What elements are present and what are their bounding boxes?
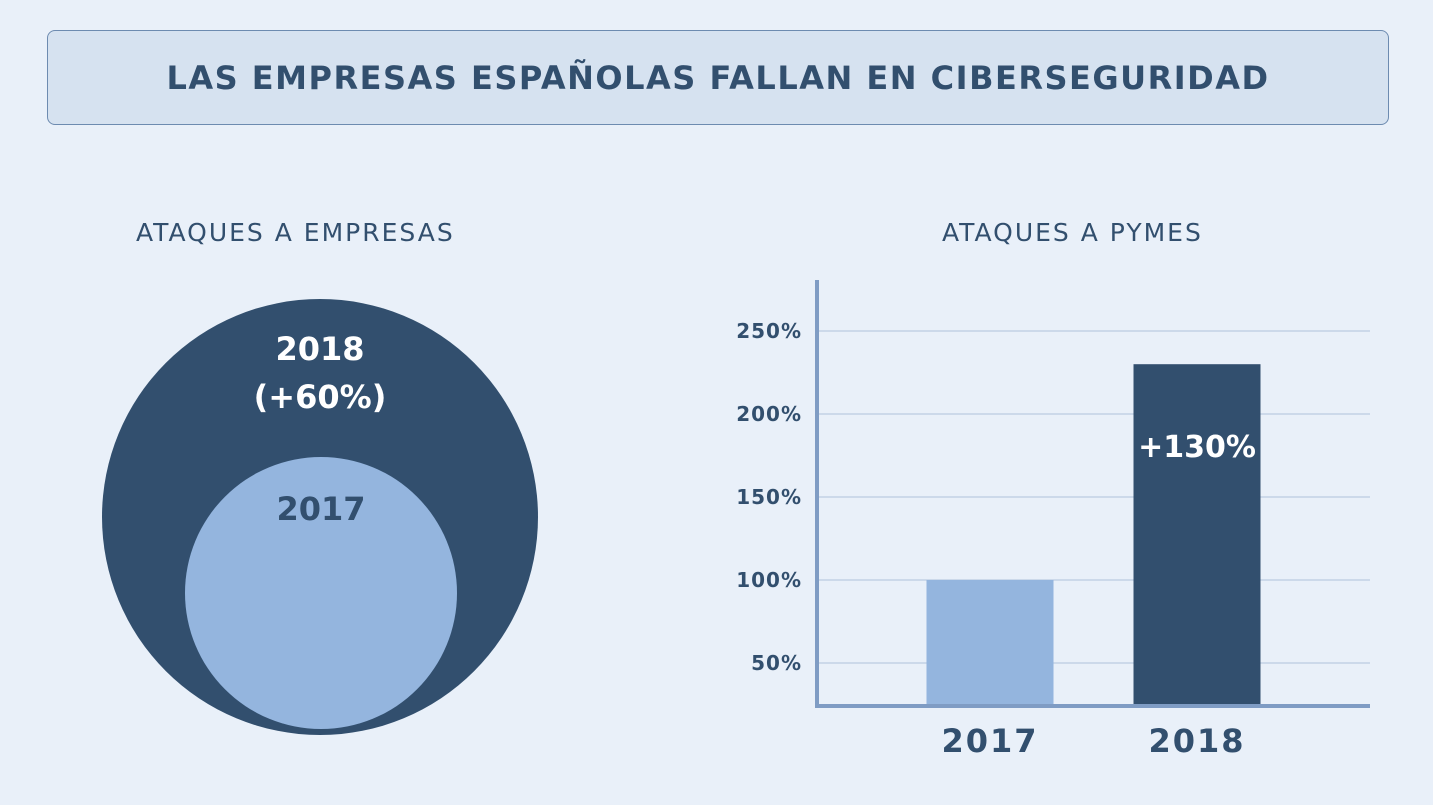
y-tick-label: 200%	[736, 402, 802, 426]
x-tick-label: 2018	[1148, 722, 1245, 760]
page-title: LAS EMPRESAS ESPAÑOLAS FALLAN EN CIBERSE…	[166, 58, 1270, 97]
y-tick-label: 150%	[736, 485, 802, 509]
title-banner: LAS EMPRESAS ESPAÑOLAS FALLAN EN CIBERSE…	[47, 30, 1389, 125]
bar-data-label: +130%	[1138, 430, 1256, 465]
label-2017: 2017	[276, 490, 365, 528]
pymes-chart-title: ATAQUES A PYMES	[942, 218, 1203, 247]
y-tick-label: 100%	[736, 568, 802, 592]
label-2018: 2018	[275, 330, 364, 368]
pymes-bar-chart: 50% 100% 150% 200% 250% 2017 2018 +130%	[736, 280, 1370, 760]
x-tick-label: 2017	[941, 722, 1038, 760]
y-tick-label: 50%	[751, 651, 802, 675]
label-2018-change: (+60%)	[254, 378, 387, 416]
bar-2017	[926, 580, 1054, 706]
circle-2017	[185, 457, 457, 729]
y-tick-label: 250%	[736, 319, 802, 343]
empresas-chart-title: ATAQUES A EMPRESAS	[136, 218, 455, 247]
bar-2018	[1133, 364, 1261, 706]
